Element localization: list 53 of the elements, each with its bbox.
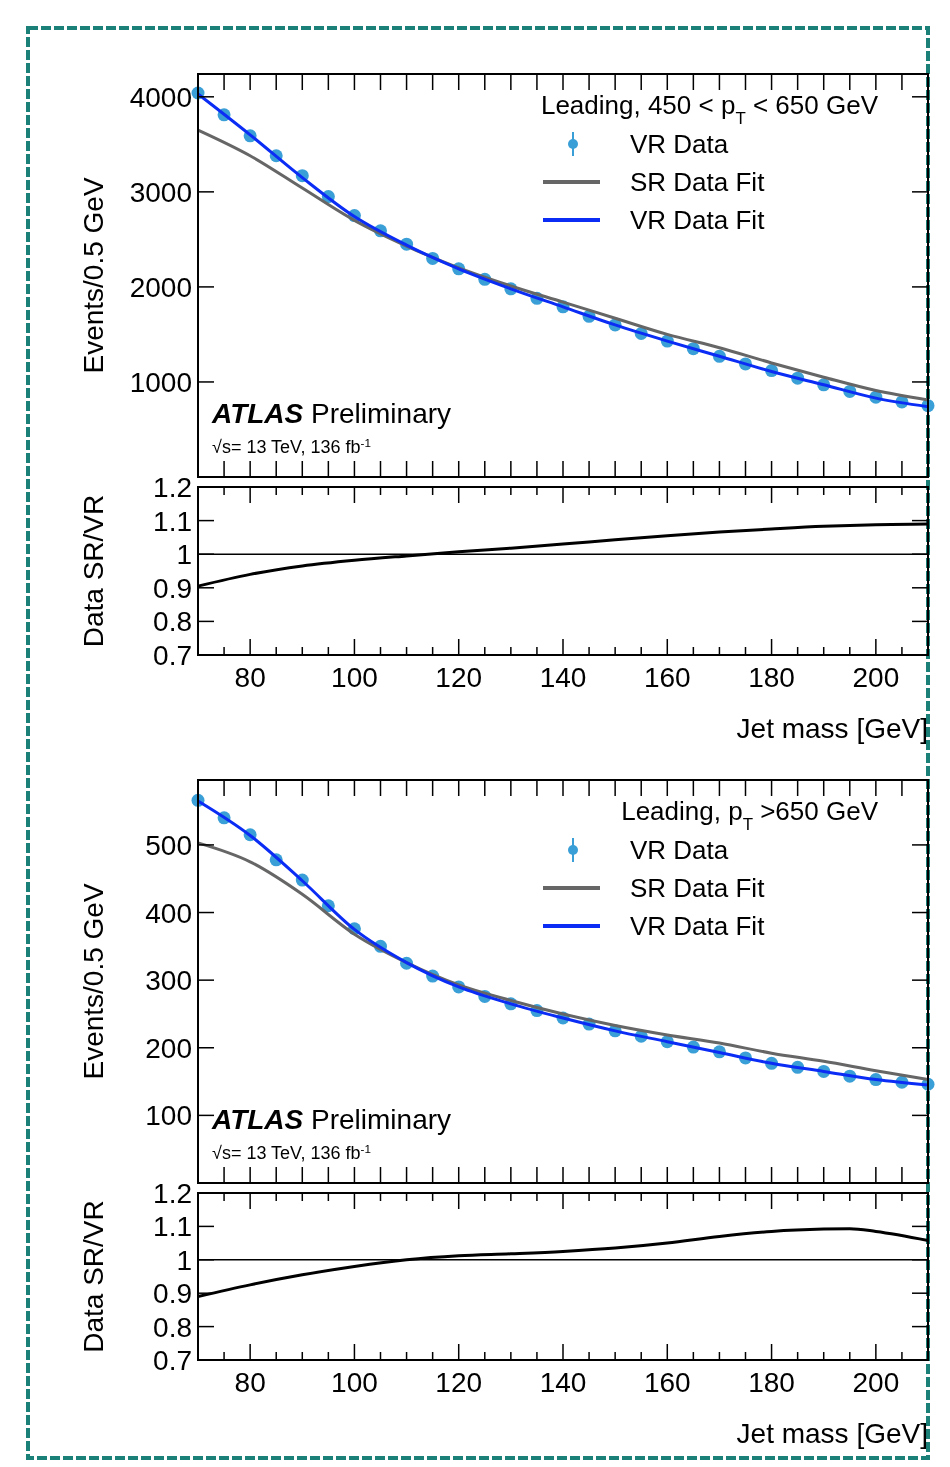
annotation: ATLAS Preliminary — [211, 398, 452, 429]
x-tick-label: 80 — [234, 662, 266, 693]
y-tick-label: 1.2 — [153, 472, 192, 503]
legend-label: VR Data Fit — [630, 205, 766, 235]
annotation: ATLAS Preliminary — [211, 1104, 452, 1135]
legend-title: Leading, p$_{T}$ >650 GeV — [621, 796, 879, 834]
legend-label: SR Data Fit — [630, 167, 766, 197]
x-tick-label: 80 — [234, 1367, 266, 1398]
x-tick-label: 200 — [852, 1367, 900, 1398]
y-tick-label: 300 — [145, 965, 192, 997]
x-tick-label: 140 — [539, 1367, 587, 1398]
annotation: √s= 13 TeV, 136 fb$^{-1}$ — [212, 1141, 371, 1163]
x-tick-label: 120 — [435, 1367, 483, 1398]
y-tick-label: 4000 — [129, 81, 192, 113]
annotation: √s= 13 TeV, 136 fb$^{-1}$ — [212, 435, 371, 457]
x-tick-label: 120 — [435, 662, 483, 693]
y-tick-label: 1.1 — [153, 1211, 192, 1243]
y-tick-label: 2000 — [129, 271, 192, 303]
x-tick-label: 200 — [852, 662, 900, 693]
x-tick-label: 140 — [539, 662, 587, 693]
legend-title: Leading, 450 < p$_{T}$ < 650 GeV — [540, 90, 879, 128]
legend-label: VR Data Fit — [630, 911, 766, 941]
x-axis-title: Jet mass [GeV] — [736, 713, 928, 744]
y-tick-label: 100 — [145, 1100, 192, 1132]
y-tick-label: 200 — [145, 1032, 192, 1064]
y-tick-label: 400 — [145, 897, 192, 929]
legend-label: SR Data Fit — [630, 873, 766, 903]
y-axis-title: Events/0.5 GeV — [78, 883, 109, 1080]
y-tick-label: 0.7 — [153, 1345, 192, 1376]
x-tick-label: 100 — [331, 662, 378, 693]
legend-label: VR Data — [630, 129, 729, 159]
y-tick-label: 3000 — [129, 176, 192, 208]
x-tick-label: 180 — [748, 662, 795, 693]
x-tick-label: 100 — [331, 1367, 378, 1398]
x-tick-label: 180 — [748, 1367, 795, 1398]
y-tick-label: 0.9 — [153, 572, 192, 604]
y-tick-label: 1.1 — [153, 505, 192, 537]
y-tick-label: 500 — [145, 829, 192, 861]
y-tick-label: 1 — [176, 1244, 192, 1276]
y-tick-label: 0.7 — [153, 640, 192, 671]
legend-label: VR Data — [630, 835, 729, 865]
y-tick-label: 0.9 — [153, 1278, 192, 1310]
y-tick-label: 0.8 — [153, 606, 192, 638]
y-axis-title: Data SR/VR — [78, 1200, 109, 1353]
y-tick-label: 1 — [176, 539, 192, 571]
y-tick-label: 0.8 — [153, 1311, 192, 1343]
x-tick-label: 160 — [643, 662, 691, 693]
x-axis-title: Jet mass [GeV] — [736, 1418, 928, 1449]
y-tick-label: 1.2 — [153, 1178, 192, 1209]
y-axis-title: Data SR/VR — [78, 494, 109, 648]
y-axis-title: Events/0.5 GeV — [78, 177, 109, 374]
y-tick-label: 1000 — [129, 366, 192, 398]
x-tick-label: 160 — [643, 1367, 691, 1398]
